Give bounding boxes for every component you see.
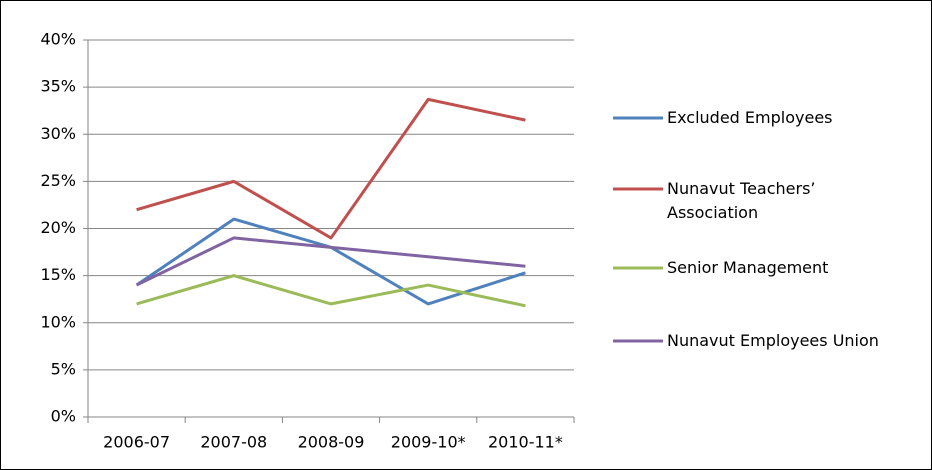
y-tick-label: 25% xyxy=(40,171,76,190)
legend-label: Senior Management xyxy=(667,258,829,277)
y-tick-label: 0% xyxy=(51,407,76,426)
y-tick-label: 5% xyxy=(51,359,76,378)
x-tick-label: 2008-09 xyxy=(298,433,365,452)
y-tick-label: 10% xyxy=(40,312,76,331)
x-tick-label: 2009-10* xyxy=(391,433,466,452)
y-tick-label: 20% xyxy=(40,218,76,237)
y-tick-label: 30% xyxy=(40,124,76,143)
legend-label: Nunavut Employees Union xyxy=(667,331,879,350)
series-line xyxy=(136,274,526,308)
series-line xyxy=(136,97,526,240)
series-line xyxy=(135,236,526,287)
y-tick-label: 15% xyxy=(40,265,76,284)
x-tick-label: 2006-07 xyxy=(103,433,170,452)
x-tick-label: 2007-08 xyxy=(200,433,267,452)
legend-label: Excluded Employees xyxy=(667,108,833,127)
y-tick-label: 40% xyxy=(40,30,76,49)
y-tick-label: 35% xyxy=(40,77,76,96)
legend-label: Nunavut Teachers’ Association xyxy=(667,179,816,222)
x-tick-label: 2010-11* xyxy=(488,433,563,452)
